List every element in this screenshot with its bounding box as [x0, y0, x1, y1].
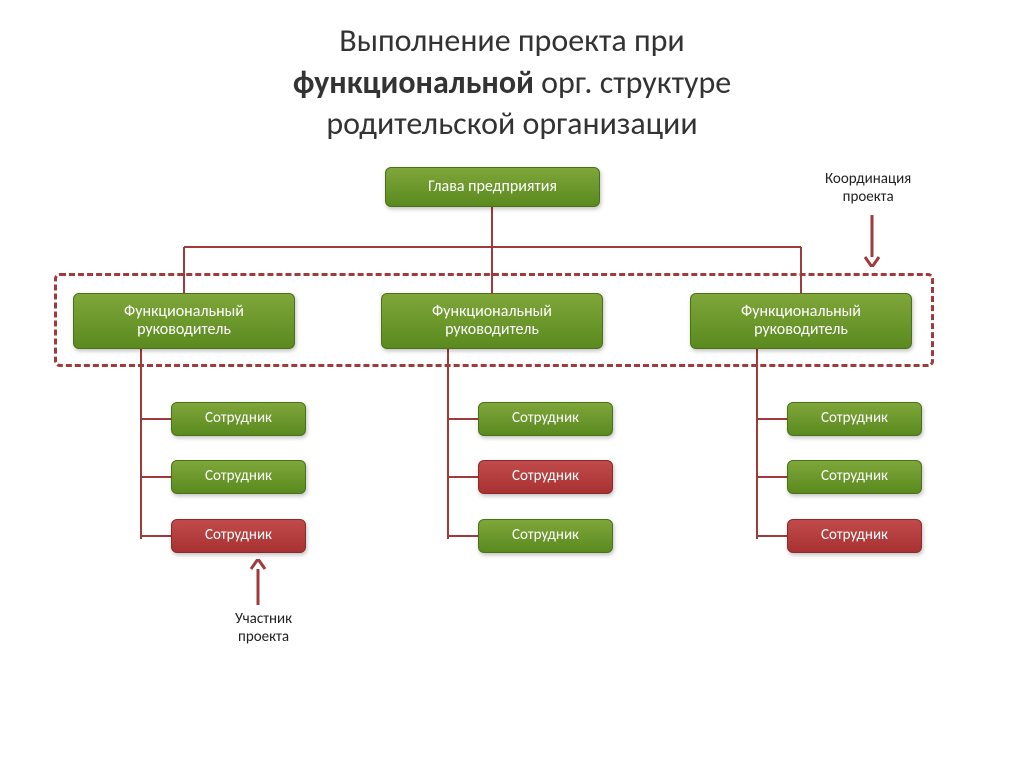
- connector-h: [757, 418, 787, 420]
- connector-h: [141, 418, 171, 420]
- employee-node-1-1: Сотрудник: [478, 460, 613, 494]
- manager-node-1: Функциональный руководитель: [381, 293, 603, 349]
- employee-node-2-0: Сотрудник: [787, 402, 922, 436]
- coordination-label: Координацияпроекта: [825, 170, 911, 206]
- connector-h: [448, 418, 478, 420]
- employee-node-0-0: Сотрудник: [171, 402, 306, 436]
- connector-h: [448, 535, 478, 537]
- page-title: Выполнение проекта при функциональной ор…: [0, 0, 1024, 145]
- employee-node-1-0: Сотрудник: [478, 402, 613, 436]
- connector-v: [756, 349, 758, 539]
- coordination-arrow: [862, 215, 882, 267]
- title-line1: Выполнение проекта при: [339, 21, 684, 60]
- connector-v: [183, 247, 185, 293]
- title-line3: родительской организации: [326, 104, 697, 143]
- connector-v: [491, 207, 493, 247]
- connector-v: [491, 247, 493, 293]
- connector-v: [447, 349, 449, 539]
- connector-h: [757, 535, 787, 537]
- connector-h: [141, 535, 171, 537]
- root-node: Глава предприятия: [385, 167, 600, 207]
- employee-node-0-1: Сотрудник: [171, 460, 306, 494]
- manager-node-0: Функциональный руководитель: [73, 293, 295, 349]
- participant-label: Участникпроекта: [235, 610, 292, 646]
- employee-node-1-2: Сотрудник: [478, 519, 613, 553]
- participant-arrow: [248, 559, 268, 605]
- manager-node-2: Функциональный руководитель: [690, 293, 912, 349]
- connector-h: [141, 476, 171, 478]
- connector-v: [140, 349, 142, 539]
- employee-node-2-2: Сотрудник: [787, 519, 922, 553]
- employee-node-2-1: Сотрудник: [787, 460, 922, 494]
- connector-h: [757, 476, 787, 478]
- title-line2-rest: орг. структуре: [534, 63, 731, 102]
- org-chart-diagram: Глава предприятия Функциональный руководи…: [0, 155, 1024, 715]
- title-bold: функциональной: [293, 63, 534, 102]
- connector-v: [800, 247, 802, 293]
- connector-h: [448, 476, 478, 478]
- employee-node-0-2: Сотрудник: [171, 519, 306, 553]
